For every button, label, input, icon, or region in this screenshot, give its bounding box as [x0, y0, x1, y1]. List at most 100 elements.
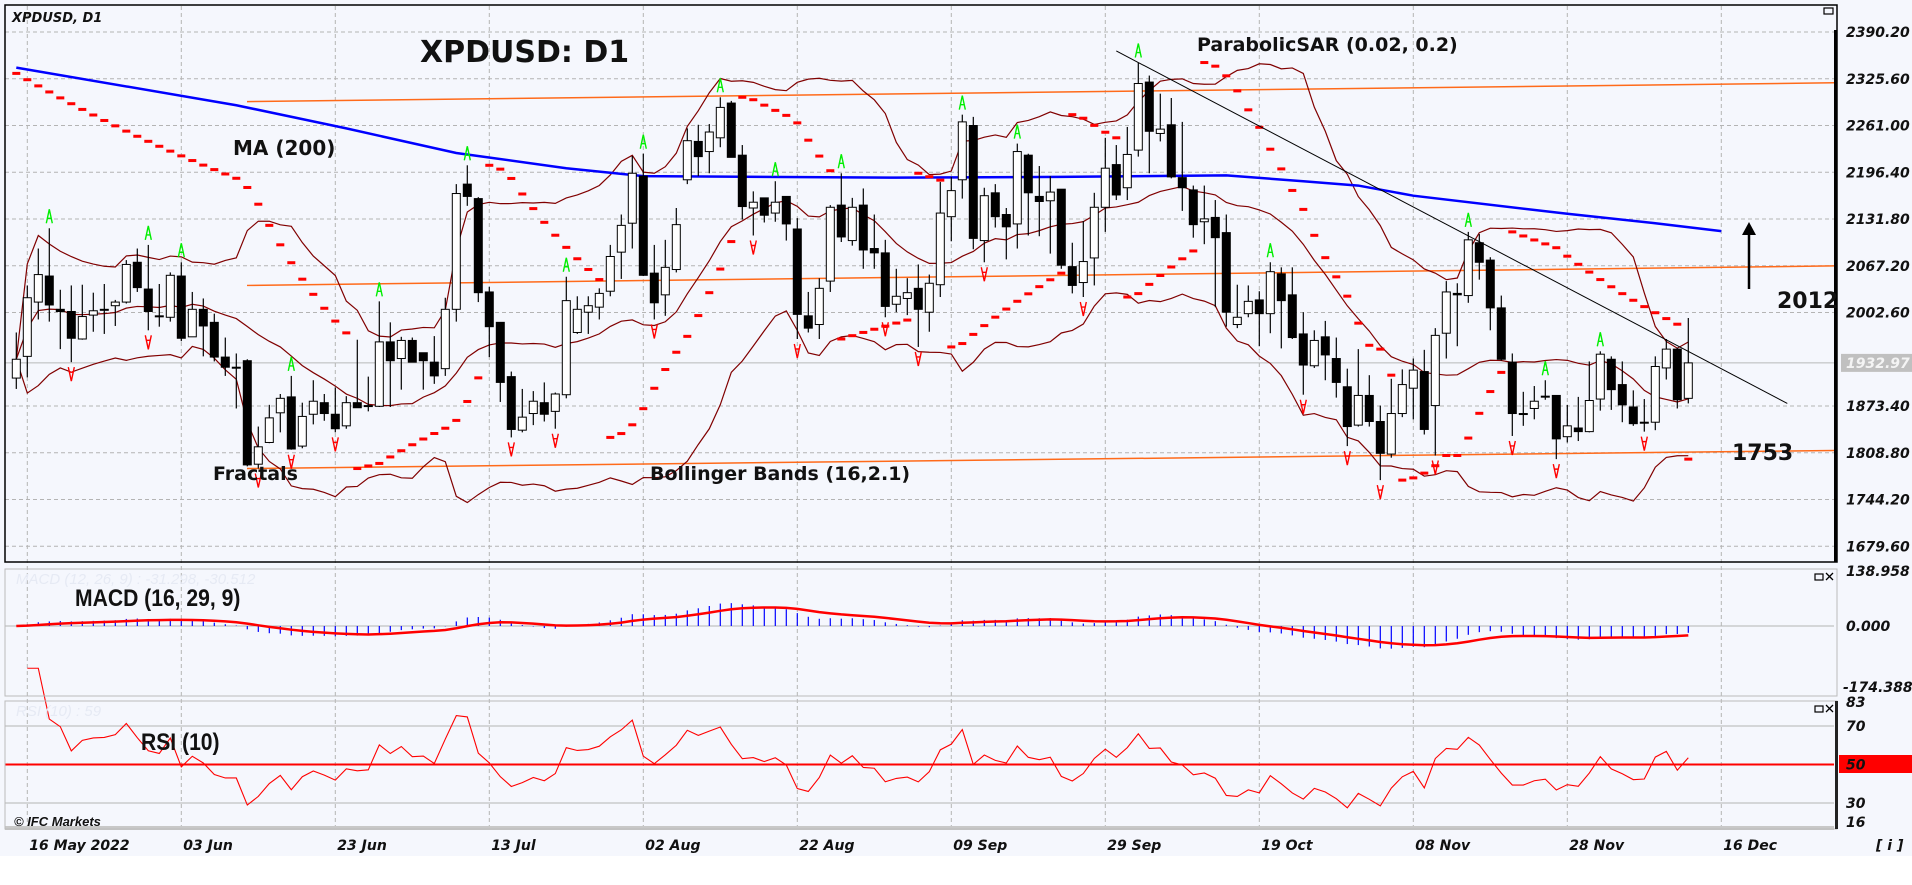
- sar-dot: [243, 185, 252, 189]
- sar-dot: [1475, 411, 1484, 415]
- candle-body: [1254, 299, 1264, 315]
- candle-body: [385, 341, 395, 362]
- ma-label: MA (200): [233, 136, 335, 160]
- candle-body: [176, 275, 186, 339]
- candle-body: [1485, 259, 1495, 309]
- candle-body: [143, 288, 153, 312]
- candle-body: [1111, 164, 1121, 196]
- candle-body: [1188, 189, 1198, 226]
- fractal-down-icon: [1079, 301, 1087, 317]
- candle: [220, 337, 230, 376]
- candle: [979, 187, 989, 263]
- candle: [484, 286, 494, 358]
- sar-dot: [848, 334, 857, 338]
- candle-body: [1529, 400, 1539, 409]
- candle-body: [99, 308, 109, 311]
- sar-dot: [353, 467, 362, 471]
- macd-tick-label: 0.000: [1846, 619, 1891, 635]
- candle-body: [429, 361, 439, 377]
- sar-dot: [771, 108, 780, 112]
- rsi-maximize-icon[interactable]: [1814, 705, 1824, 713]
- rsi-close-icon[interactable]: [1825, 704, 1834, 713]
- sar-dot: [1123, 295, 1132, 299]
- candle-body: [33, 274, 43, 303]
- sar-dot: [199, 163, 208, 167]
- candle-body: [1584, 400, 1594, 433]
- sar-dot: [89, 113, 98, 117]
- candle: [1408, 358, 1418, 420]
- horizontal-scrollbar[interactable]: [5, 826, 1834, 830]
- candle-body: [1320, 336, 1330, 356]
- candle-body: [957, 121, 967, 181]
- candle-body: [209, 321, 219, 358]
- candle-body: [726, 102, 736, 158]
- sar-dot: [364, 464, 373, 468]
- candle: [495, 321, 505, 402]
- sar-dot: [738, 95, 747, 99]
- candle: [1012, 143, 1022, 249]
- candle-body: [583, 305, 593, 313]
- trendline: [1116, 50, 1788, 404]
- candle: [1562, 404, 1572, 443]
- candle: [1551, 394, 1561, 460]
- sar-dot: [1079, 116, 1088, 120]
- sar-dot: [386, 455, 395, 459]
- sar-dot: [1354, 321, 1363, 325]
- sar-dot: [1332, 275, 1341, 279]
- candle: [1155, 93, 1165, 142]
- price-tick-label: 1744.20: [1846, 493, 1910, 509]
- sar-dot: [1585, 270, 1594, 274]
- macd-close-icon[interactable]: [1825, 572, 1834, 581]
- candle-body: [132, 261, 142, 289]
- candle-body: [528, 400, 538, 415]
- sar-dot: [1299, 207, 1308, 211]
- candle-body: [693, 140, 703, 158]
- candles: [11, 62, 1693, 481]
- candle: [1683, 318, 1693, 404]
- rsi-tick-label: 50: [1846, 758, 1866, 774]
- candle: [1254, 291, 1264, 347]
- candle-body: [572, 308, 582, 333]
- candle: [1034, 166, 1044, 237]
- info-button[interactable]: [ i ]: [1875, 838, 1904, 854]
- candle: [550, 392, 560, 429]
- candle: [792, 218, 802, 339]
- candle: [814, 278, 824, 339]
- candle: [1485, 257, 1495, 331]
- candle: [1056, 188, 1066, 269]
- candle-body: [407, 339, 417, 363]
- candle: [1452, 283, 1462, 347]
- price-tick-label: 2325.60: [1846, 72, 1910, 88]
- candle-body: [1606, 358, 1616, 391]
- candle-body: [121, 263, 131, 303]
- main-maximize-icon[interactable]: [1823, 7, 1834, 15]
- candle: [308, 380, 318, 425]
- candle: [440, 297, 450, 376]
- sar-dot: [1233, 89, 1242, 93]
- candle: [759, 197, 769, 223]
- candle-body: [748, 201, 758, 209]
- sar-dot: [342, 331, 351, 335]
- rsi-50-badge: [1839, 755, 1912, 773]
- candle: [682, 128, 692, 185]
- candle: [583, 296, 593, 334]
- candle-body: [638, 175, 648, 276]
- macd-maximize-icon[interactable]: [1814, 573, 1824, 581]
- candle-body: [1474, 242, 1484, 263]
- sar-dot: [1662, 317, 1671, 321]
- date-tick-label: 03 Jun: [183, 838, 233, 854]
- sar-dot: [1684, 457, 1693, 461]
- candle: [33, 248, 43, 320]
- sar-dot: [991, 315, 1000, 319]
- sar-dot: [1508, 230, 1517, 234]
- sar-dot: [727, 240, 736, 244]
- macd-panel: [5, 603, 1834, 649]
- candle: [1177, 121, 1187, 211]
- candle: [616, 214, 626, 279]
- sar-dot: [606, 435, 615, 439]
- date-tick-label: 16 May 2022: [29, 838, 129, 854]
- candle-body: [473, 198, 483, 294]
- candle: [924, 274, 934, 332]
- sar-dot: [1409, 476, 1418, 480]
- sar-dot: [1156, 273, 1165, 277]
